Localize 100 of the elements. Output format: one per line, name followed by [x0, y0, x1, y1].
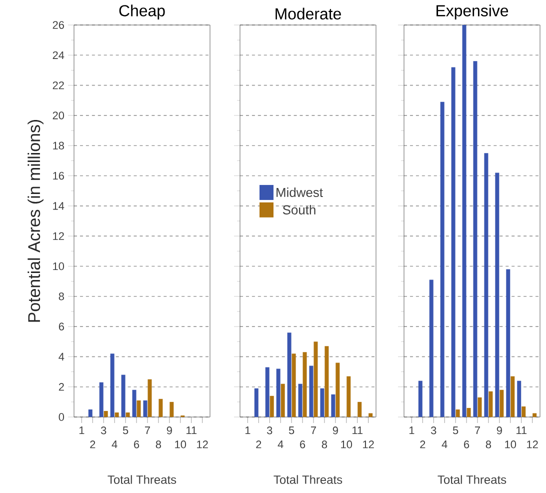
x-tick-label: 2: [90, 440, 96, 448]
x-tick-label: 2: [420, 440, 426, 448]
x-tick-label: 9: [166, 426, 172, 434]
legend-label: Midwest: [276, 188, 323, 198]
bar: [451, 67, 456, 417]
x-axis-title: Total Threats: [274, 475, 342, 484]
x-tick-label: 8: [486, 440, 492, 448]
legend-label: South: [282, 204, 316, 214]
x-tick-label: 1: [409, 426, 414, 434]
bar: [254, 388, 258, 417]
y-tick-label: 12: [53, 232, 64, 240]
x-tick-label: 12: [197, 440, 208, 448]
bar: [473, 61, 478, 417]
x-tick-label: 8: [322, 440, 328, 448]
y-axis-title: Potential Acres (in millions): [28, 120, 44, 322]
y-tick-label: 26: [52, 21, 64, 29]
bar: [302, 352, 307, 417]
bar: [314, 342, 318, 417]
x-tick-label: 5: [452, 426, 458, 434]
bar: [517, 380, 522, 417]
bar: [500, 390, 504, 417]
y-tick-label: 4: [58, 352, 64, 360]
bar: [522, 406, 526, 417]
bar: [99, 382, 104, 417]
bar: [418, 380, 422, 417]
x-tick-label: 7: [145, 426, 150, 434]
x-tick-label: 4: [442, 440, 448, 448]
y-tick-label: 8: [58, 292, 64, 300]
bar: [358, 402, 362, 417]
bar: [478, 397, 482, 417]
x-tick-label: 12: [363, 440, 374, 448]
bar: [88, 409, 92, 417]
x-tick-label: 3: [100, 426, 106, 434]
x-tick-label: 9: [496, 426, 502, 434]
x-tick-label: 9: [332, 426, 338, 434]
chart-title: Moderate: [276, 8, 341, 20]
y-tick-label: 22: [52, 81, 64, 90]
x-tick-label: 6: [300, 440, 306, 448]
bar: [132, 390, 136, 417]
bar: [121, 374, 126, 417]
bar: [510, 376, 515, 417]
bar: [440, 102, 444, 417]
x-tick-label: 3: [430, 426, 436, 434]
bar: [270, 396, 274, 417]
bar: [488, 391, 493, 417]
y-tick-label: 16: [53, 172, 64, 180]
bar: [114, 412, 119, 417]
bar: [331, 394, 336, 417]
x-tick-label: 5: [122, 426, 128, 434]
bar: [466, 408, 471, 417]
bar: [336, 362, 340, 417]
y-tick-label: 24: [52, 51, 64, 59]
x-tick-label: 3: [266, 426, 272, 434]
bar: [309, 366, 314, 417]
x-tick-label: 12: [527, 440, 538, 448]
bar: [495, 172, 500, 417]
y-tick-label: 10: [53, 262, 64, 270]
bar: [346, 376, 351, 417]
bar: [276, 368, 280, 417]
x-axis-title: Total Threats: [438, 475, 506, 484]
x-tick-label: 10: [505, 440, 516, 448]
y-tick-label: 0: [58, 413, 64, 421]
chart-title: Cheap: [119, 4, 165, 20]
x-tick-label: 11: [186, 426, 197, 434]
bar: [429, 280, 434, 417]
bar: [292, 354, 296, 417]
x-tick-label: 10: [175, 440, 186, 448]
x-tick-label: 11: [352, 426, 363, 434]
bar: [532, 413, 537, 417]
x-tick-label: 11: [516, 426, 527, 434]
x-tick-label: 6: [134, 440, 140, 448]
bar: [110, 354, 114, 417]
bar: [143, 400, 148, 417]
bar: [456, 409, 460, 417]
x-tick-label: 10: [341, 440, 352, 448]
x-tick-label: 7: [311, 426, 316, 434]
bar: [484, 153, 488, 417]
bar: [280, 384, 285, 417]
x-axis-title: Total Threats: [108, 475, 176, 484]
x-tick-label: 5: [288, 426, 294, 434]
bar: [148, 379, 152, 417]
y-tick-label: 6: [58, 322, 64, 330]
x-tick-label: 2: [256, 440, 262, 448]
x-tick-label: 6: [464, 440, 470, 448]
y-tick-label: 20: [52, 112, 64, 120]
bar: [265, 367, 270, 417]
x-tick-label: 1: [79, 426, 84, 434]
bar: [126, 412, 130, 417]
bar: [287, 332, 292, 417]
x-tick-label: 8: [156, 440, 162, 448]
bar: [170, 402, 174, 417]
bar: [506, 269, 510, 417]
bar: [104, 410, 108, 417]
y-tick-label: 14: [53, 202, 64, 210]
bar: [462, 24, 466, 417]
y-tick-label: 18: [53, 142, 64, 150]
bar: [136, 400, 141, 417]
x-tick-label: 1: [245, 426, 250, 434]
bar: [298, 384, 302, 417]
bar: [320, 388, 324, 417]
